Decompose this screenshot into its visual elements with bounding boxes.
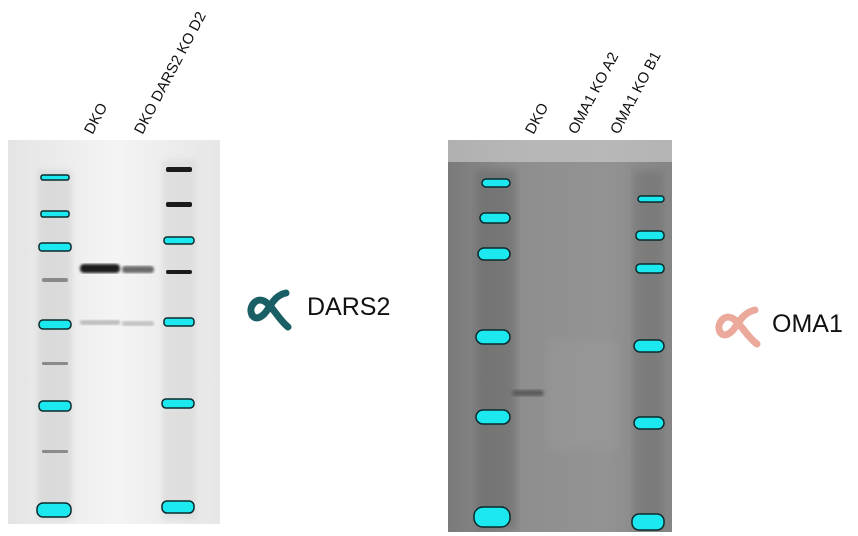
dars2-western-blot-image <box>8 140 220 524</box>
antibody-icon <box>247 289 292 331</box>
oma1-western-blot-image <box>448 140 672 532</box>
lane-label-dko: DKO <box>521 100 553 137</box>
antibody-label-oma1: OMA1 <box>772 310 843 338</box>
antibody-label-dars2: DARS2 <box>307 293 391 321</box>
left-ladder-a <box>36 174 72 518</box>
lane-label-dko: DKO <box>80 100 112 137</box>
right-ladder-a <box>473 178 511 528</box>
lane-label-dko-dars2-ko-d2: DKO DARS2 KO D2 <box>130 9 210 138</box>
oma1-band-dko <box>512 390 544 396</box>
antibody-icon <box>715 306 761 348</box>
dars2-band-ko <box>122 266 154 273</box>
dars2-band-dko <box>80 264 120 273</box>
left-ladder-b <box>161 236 195 514</box>
right-ladder-b <box>631 195 665 531</box>
